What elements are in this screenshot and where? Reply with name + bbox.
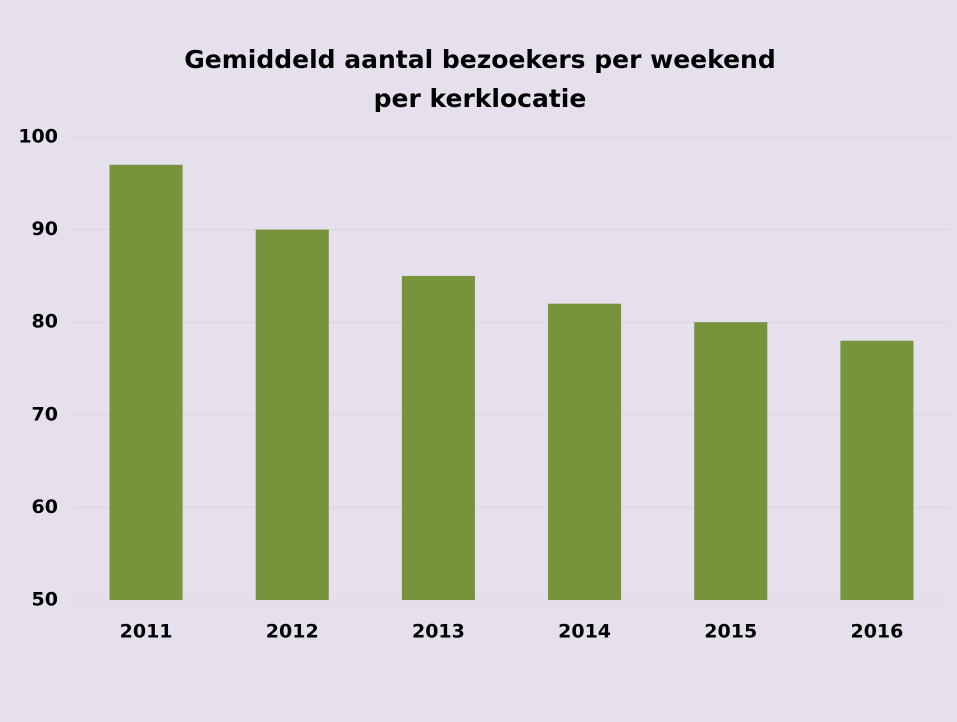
y-tick-label: 70 (32, 403, 58, 425)
bar (255, 229, 329, 600)
x-tick-label: 2013 (412, 621, 465, 643)
y-tick-label: 50 (32, 589, 58, 611)
y-tick-label: 80 (32, 311, 58, 333)
x-tick-label: 2015 (704, 621, 757, 643)
bar (109, 164, 183, 600)
y-tick-label: 90 (32, 218, 58, 240)
x-tick-label: 2012 (266, 621, 319, 643)
bar (694, 322, 768, 600)
y-tick-label: 100 (18, 126, 58, 148)
x-tick-label: 2011 (120, 621, 173, 643)
bar (548, 303, 622, 600)
bar (401, 275, 475, 600)
x-tick-label: 2014 (558, 621, 611, 643)
chart-title: Gemiddeld aantal bezoekers per weekend p… (184, 45, 776, 113)
y-tick-label: 60 (32, 496, 58, 518)
x-tick-label: 2016 (850, 621, 903, 643)
bar (840, 340, 914, 600)
